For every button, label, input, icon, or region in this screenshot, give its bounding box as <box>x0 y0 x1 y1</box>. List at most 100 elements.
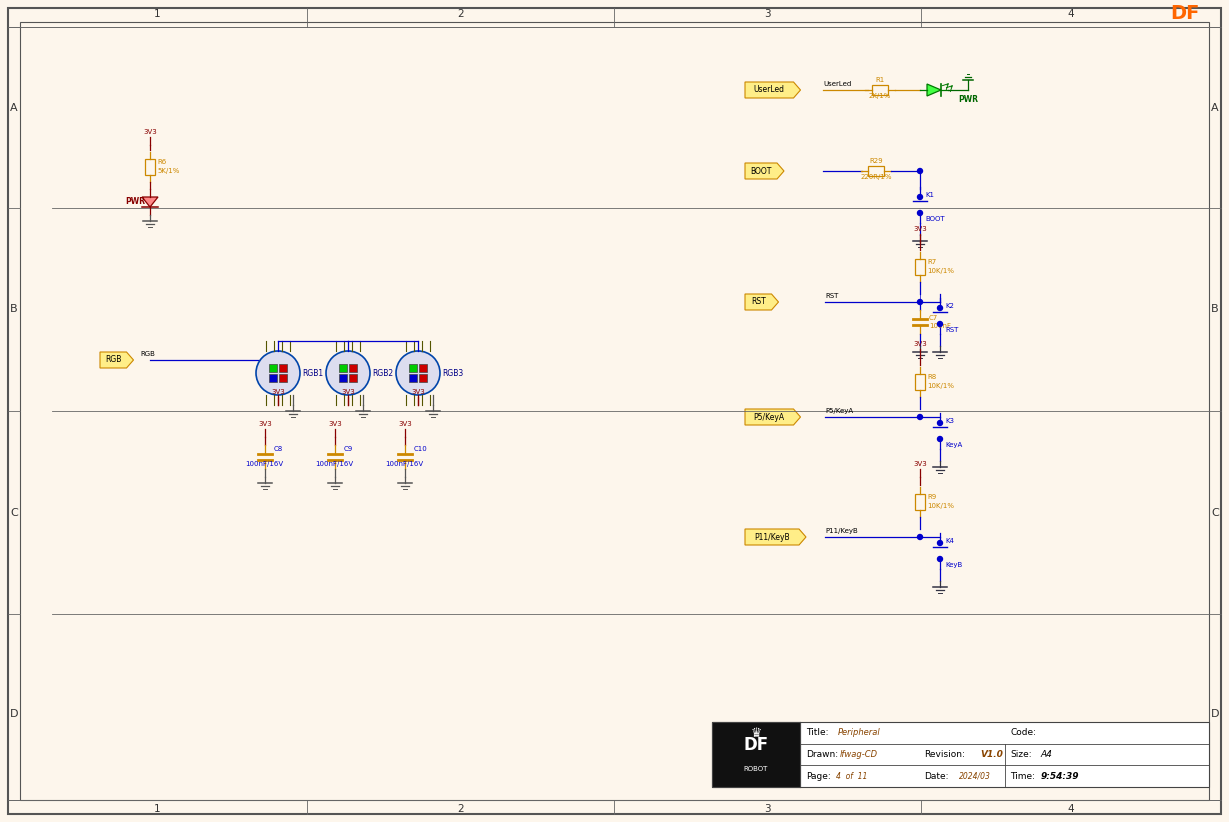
Text: 3V3: 3V3 <box>412 389 425 395</box>
Bar <box>349 364 356 372</box>
Text: 4: 4 <box>1068 9 1074 19</box>
Text: 100nF/16V: 100nF/16V <box>315 461 353 467</box>
Polygon shape <box>143 197 159 207</box>
Circle shape <box>938 306 943 311</box>
Circle shape <box>918 299 923 304</box>
Text: KeyA: KeyA <box>945 442 962 448</box>
Text: 1: 1 <box>154 804 161 814</box>
Circle shape <box>938 541 943 546</box>
Text: RST: RST <box>945 327 959 333</box>
Text: C10: C10 <box>414 446 428 452</box>
Text: 4  of  11: 4 of 11 <box>836 772 868 781</box>
Text: A: A <box>10 103 17 113</box>
Text: D: D <box>1211 709 1219 719</box>
Text: PWR: PWR <box>957 95 978 104</box>
Circle shape <box>326 351 370 395</box>
Bar <box>409 364 417 372</box>
Text: 10K/1%: 10K/1% <box>927 268 954 274</box>
Text: 3V3: 3V3 <box>328 421 342 427</box>
Text: Title:: Title: <box>806 728 828 737</box>
Text: R1: R1 <box>875 77 885 83</box>
Text: P11/KeyB: P11/KeyB <box>755 533 790 542</box>
Text: C: C <box>10 507 18 518</box>
Text: K4: K4 <box>945 538 954 544</box>
Polygon shape <box>100 352 134 368</box>
Text: D: D <box>10 709 18 719</box>
Bar <box>339 374 347 382</box>
Bar <box>712 722 1209 787</box>
Text: Date:: Date: <box>924 772 949 781</box>
Bar <box>269 374 277 382</box>
Text: R9: R9 <box>927 494 936 500</box>
Text: RGB: RGB <box>104 355 122 364</box>
Text: Size:: Size: <box>1010 750 1032 759</box>
Text: K1: K1 <box>925 192 934 198</box>
Text: C: C <box>1211 507 1219 518</box>
Text: R29: R29 <box>869 158 882 164</box>
Text: RST: RST <box>751 298 766 307</box>
Circle shape <box>918 169 923 173</box>
Text: DF: DF <box>744 736 768 754</box>
Text: 100nF/16V: 100nF/16V <box>385 461 423 467</box>
Text: 3V3: 3V3 <box>913 341 927 347</box>
Bar <box>712 722 800 787</box>
Polygon shape <box>745 294 778 310</box>
Text: BOOT: BOOT <box>751 167 772 176</box>
Bar <box>873 85 889 95</box>
Circle shape <box>918 195 923 200</box>
Text: ROBOT: ROBOT <box>744 766 768 772</box>
Text: Drawn:: Drawn: <box>806 750 838 759</box>
Text: C7: C7 <box>929 315 938 321</box>
Text: 2024/03: 2024/03 <box>959 772 991 781</box>
Text: 100nF: 100nF <box>929 323 951 329</box>
Text: DF: DF <box>1170 4 1200 24</box>
Circle shape <box>918 210 923 215</box>
Text: 2K/1%: 2K/1% <box>869 93 891 99</box>
Text: P5/KeyA: P5/KeyA <box>753 413 785 422</box>
Text: BOOT: BOOT <box>925 216 945 222</box>
Text: V1.0: V1.0 <box>981 750 1003 759</box>
Text: 2: 2 <box>457 9 463 19</box>
Text: A: A <box>1212 103 1219 113</box>
Text: 10K/1%: 10K/1% <box>927 503 954 509</box>
Text: 1: 1 <box>154 9 161 19</box>
Text: PWR: PWR <box>125 197 145 206</box>
Bar <box>419 374 426 382</box>
Text: A4: A4 <box>1041 750 1052 759</box>
Text: P5/KeyA: P5/KeyA <box>825 408 853 414</box>
Text: 2: 2 <box>457 804 463 814</box>
Text: K3: K3 <box>945 418 954 424</box>
Text: B: B <box>10 304 17 315</box>
Circle shape <box>396 351 440 395</box>
Text: B: B <box>1212 304 1219 315</box>
Bar <box>916 259 925 275</box>
Text: 3: 3 <box>764 804 771 814</box>
Text: 3V3: 3V3 <box>143 129 157 135</box>
Bar <box>409 374 417 382</box>
Text: 10K/1%: 10K/1% <box>927 383 954 389</box>
Text: 3V3: 3V3 <box>258 421 272 427</box>
Text: KeyB: KeyB <box>945 562 962 568</box>
Text: 5K/1%: 5K/1% <box>157 168 179 174</box>
Circle shape <box>938 421 943 426</box>
Text: Code:: Code: <box>1010 728 1036 737</box>
Polygon shape <box>745 529 806 545</box>
Bar <box>145 159 155 175</box>
Circle shape <box>918 534 923 539</box>
Text: 3V3: 3V3 <box>398 421 412 427</box>
Text: RGB: RGB <box>140 351 155 357</box>
Text: RGB3: RGB3 <box>442 368 463 377</box>
Text: 3V3: 3V3 <box>913 226 927 232</box>
Circle shape <box>938 556 943 561</box>
Text: R7: R7 <box>927 259 936 265</box>
Text: Peripheral: Peripheral <box>838 728 881 737</box>
Text: C8: C8 <box>274 446 283 452</box>
Text: UserLed: UserLed <box>753 85 785 95</box>
Text: 3: 3 <box>764 9 771 19</box>
Polygon shape <box>745 409 800 425</box>
Text: P11/KeyB: P11/KeyB <box>825 528 858 534</box>
Text: 3V3: 3V3 <box>913 461 927 467</box>
Bar <box>419 364 426 372</box>
Bar <box>868 166 884 176</box>
Bar <box>279 364 288 372</box>
